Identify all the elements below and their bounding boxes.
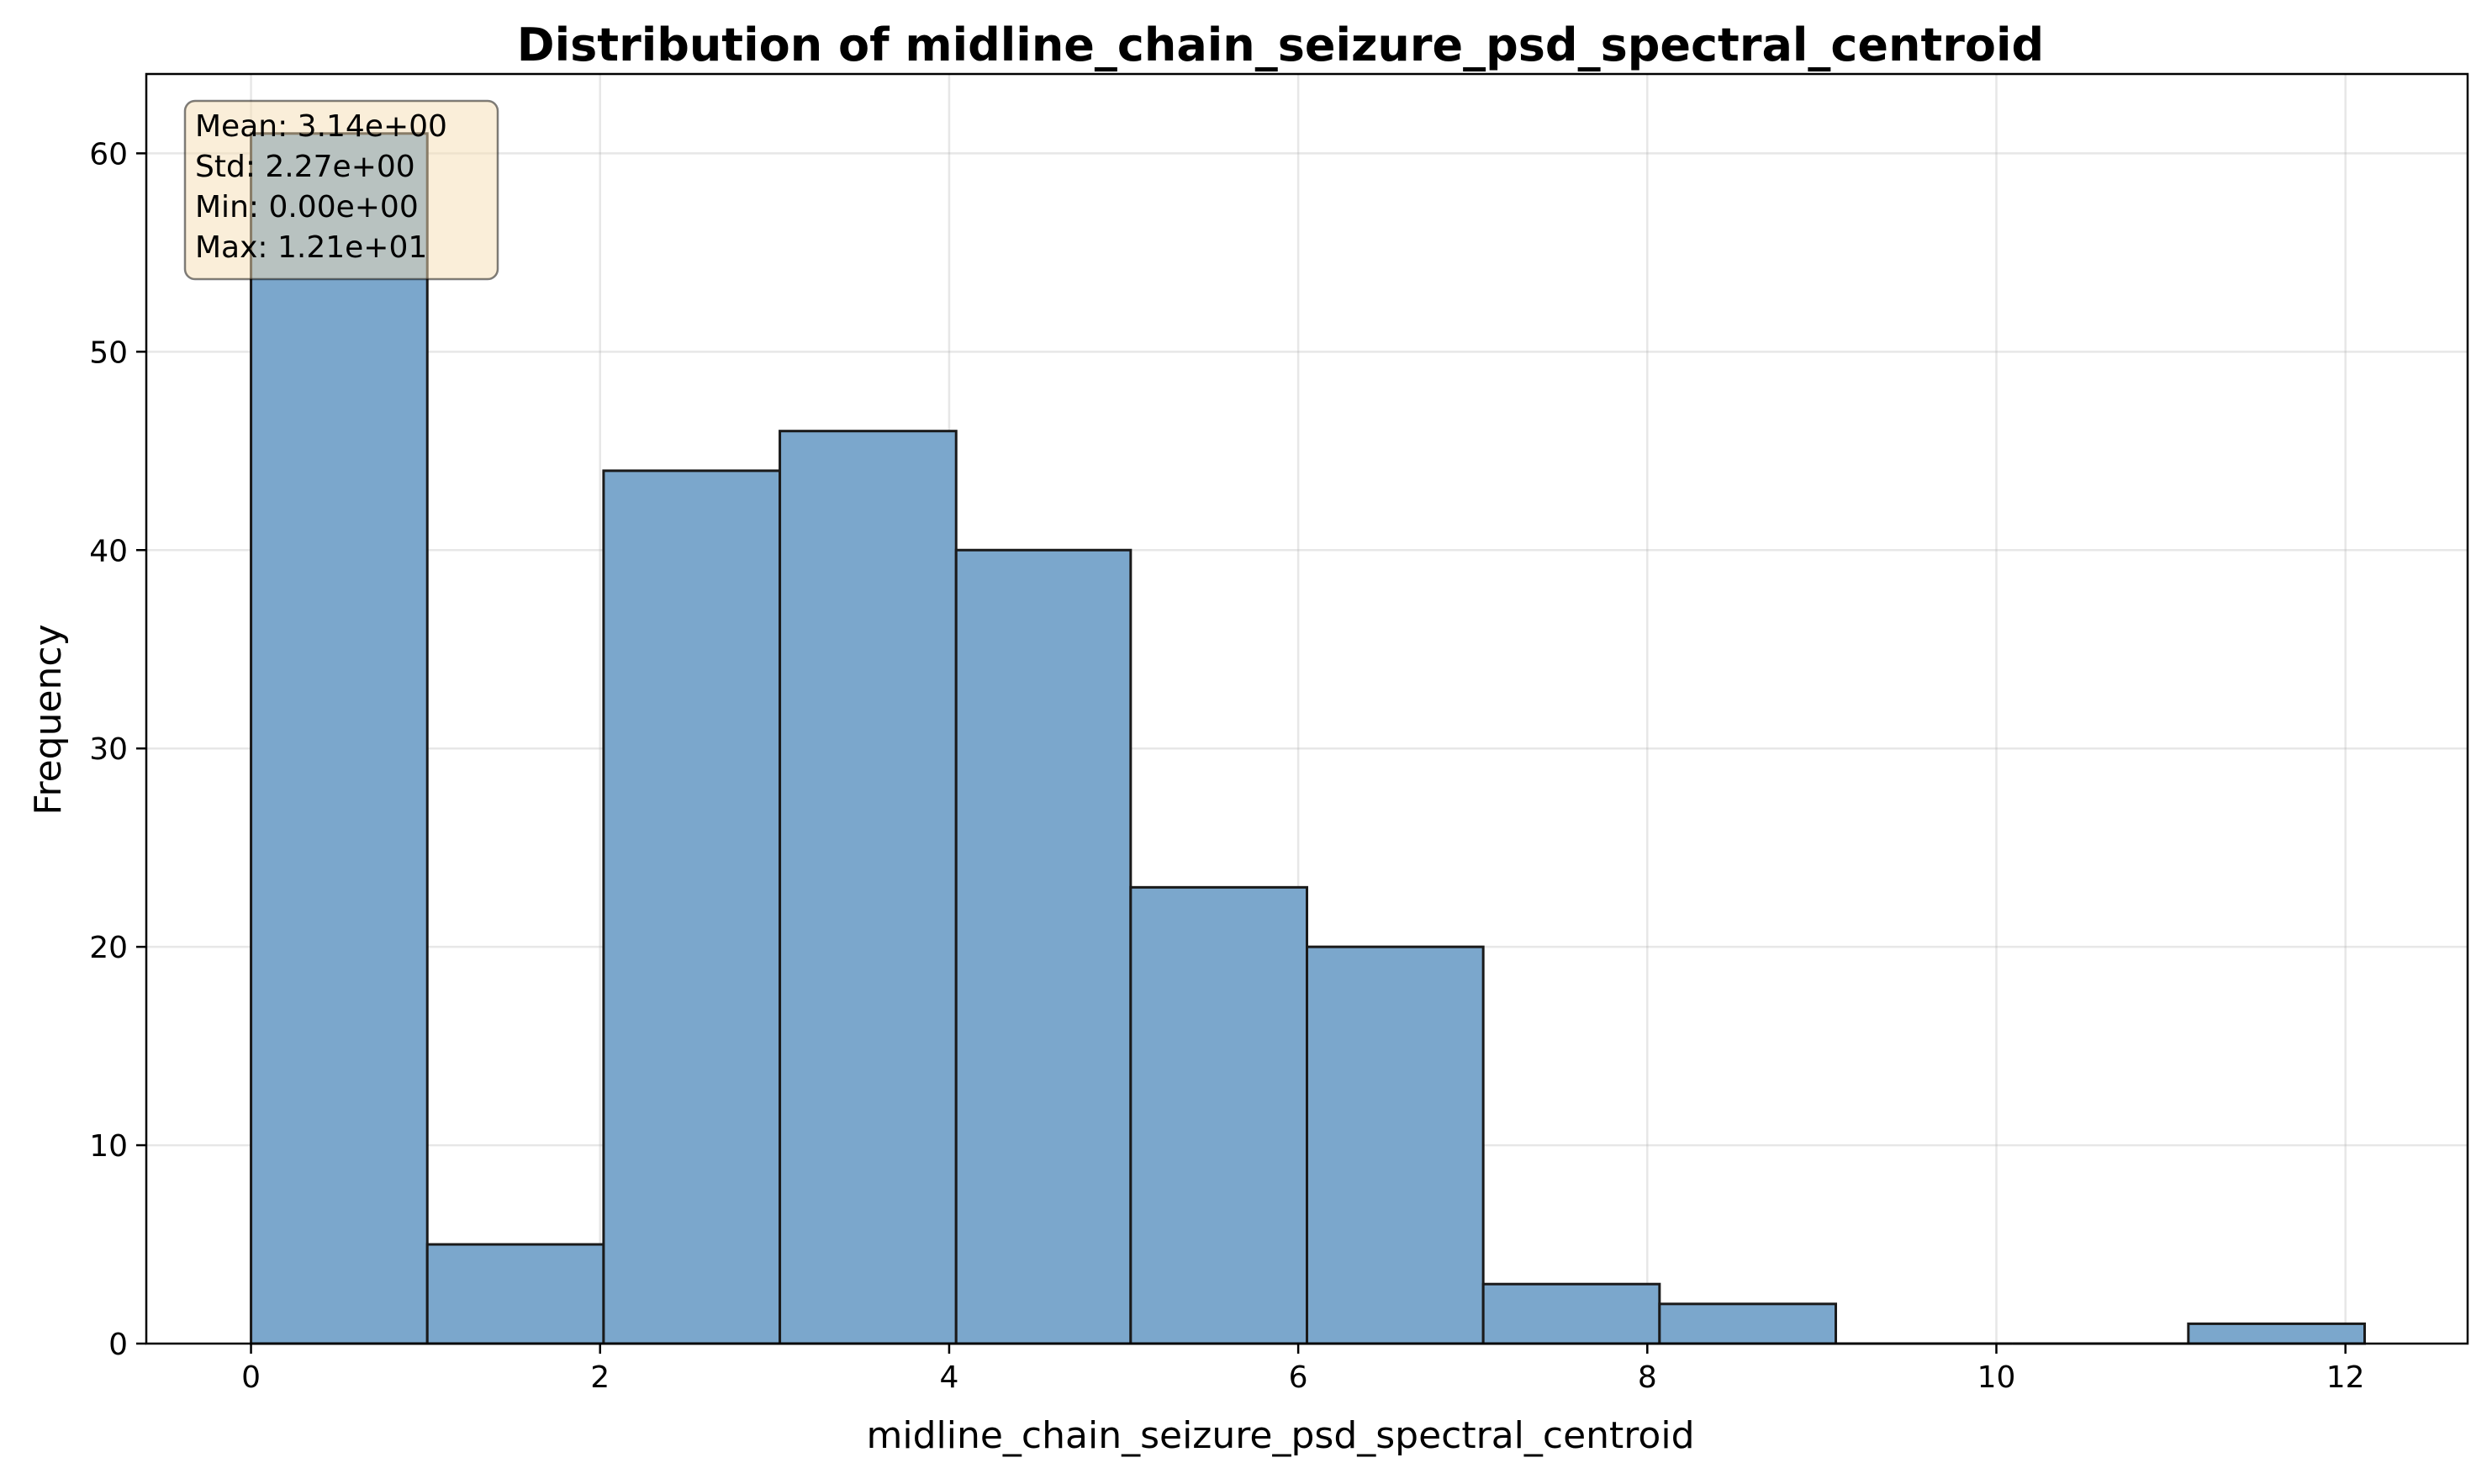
stats-min: Min: 0.00e+00 <box>195 190 419 224</box>
histogram-bar <box>954 548 1132 1345</box>
histogram-bar <box>250 132 429 1345</box>
x-tick-label: 6 <box>1289 1360 1308 1395</box>
y-axis-label: Frequency <box>27 624 70 815</box>
x-axis-ticks: 0 2 4 6 8 10 12 <box>241 1344 2365 1395</box>
histogram-bar <box>2187 1322 2367 1345</box>
y-tick-label: 0 <box>108 1328 128 1362</box>
y-tick-label: 60 <box>89 137 128 172</box>
stats-std: Std: 2.27e+00 <box>195 150 415 184</box>
stats-box: Mean: 3.14e+00 Std: 2.27e+00 Min: 0.00e+… <box>183 99 499 281</box>
x-tick-label: 10 <box>1977 1360 2016 1395</box>
x-tick-label: 2 <box>590 1360 610 1395</box>
histogram-bar <box>1129 885 1308 1345</box>
stats-max: Max: 1.21e+01 <box>195 230 427 265</box>
stats-box-background <box>183 99 499 281</box>
y-tick-label: 30 <box>89 732 128 767</box>
y-tick-label: 20 <box>89 931 128 965</box>
y-tick-label: 50 <box>89 335 128 370</box>
histogram-bar <box>602 469 782 1345</box>
x-tick-label: 4 <box>939 1360 958 1395</box>
histogram-bar <box>1658 1302 1838 1345</box>
histogram-bar <box>425 1243 605 1345</box>
histogram-bar <box>1306 945 1485 1345</box>
plot-area-frame <box>145 72 2469 1345</box>
x-axis-label: midline_chain_seizure_psd_spectral_centr… <box>867 1414 1695 1457</box>
chart-title: Distribution of midline_chain_seizure_ps… <box>517 18 2044 71</box>
stats-mean: Mean: 3.14e+00 <box>195 109 447 144</box>
y-axis-ticks: 0 10 20 30 40 50 60 <box>89 137 146 1362</box>
x-tick-label: 0 <box>241 1360 261 1395</box>
x-tick-label: 8 <box>1638 1360 1657 1395</box>
y-tick-label: 10 <box>89 1129 128 1164</box>
histogram-bar <box>1481 1282 1661 1345</box>
histogram-bars <box>250 132 2367 1345</box>
histogram-bar <box>779 430 958 1345</box>
y-tick-label: 40 <box>89 534 128 568</box>
x-tick-label: 12 <box>2326 1360 2365 1395</box>
